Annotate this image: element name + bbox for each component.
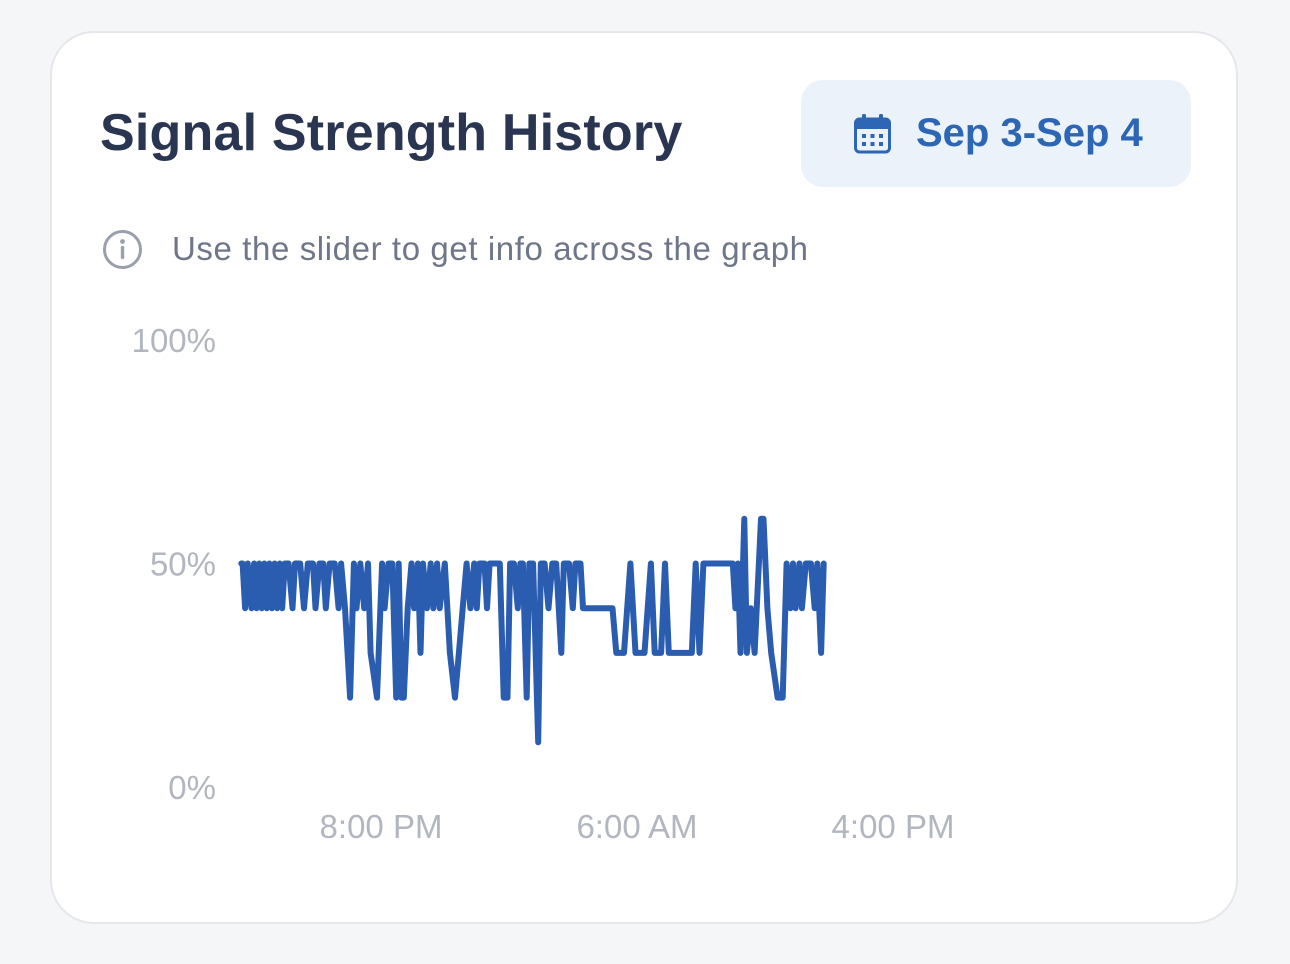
slider-hint: Use the slider to get info across the gr… [102, 228, 809, 270]
date-range-button[interactable]: Sep 3-Sep 4 [801, 80, 1191, 187]
calendar-icon [854, 113, 891, 154]
x-tick-label: 4:00 PM [832, 808, 955, 845]
y-tick-label: 0% [168, 769, 216, 806]
signal-strength-series-line [238, 515, 827, 746]
x-tick-label: 8:00 PM [320, 808, 443, 845]
card-title: Signal Strength History [100, 104, 683, 162]
y-tick-label: 50% [150, 546, 216, 583]
date-range-label: Sep 3-Sep 4 [916, 111, 1143, 155]
info-icon [102, 229, 143, 270]
x-tick-label: 6:00 AM [576, 808, 697, 845]
y-tick-label: 100% [132, 322, 216, 359]
hint-text: Use the slider to get info across the gr… [172, 230, 809, 267]
